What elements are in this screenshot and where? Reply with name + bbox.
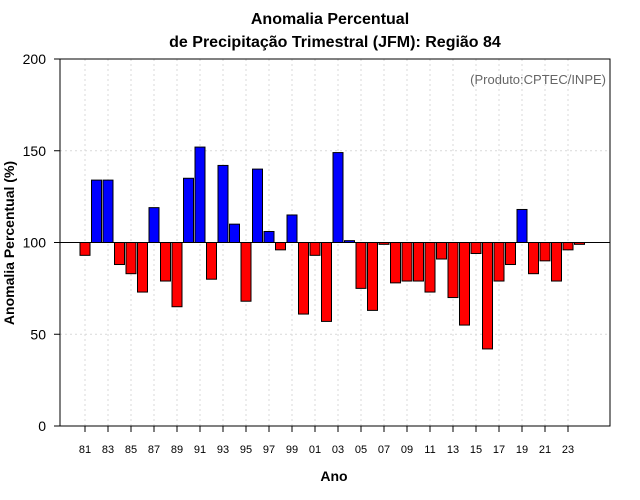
y-tick-label: 50 <box>30 326 46 342</box>
bar-03 <box>332 152 344 243</box>
x-tick-label: 85 <box>125 444 137 456</box>
credit-label: (Produto:CPTEC/INPE) <box>470 72 606 87</box>
bar-83 <box>102 179 114 243</box>
bar-97 <box>263 230 275 244</box>
bar-88 <box>160 242 171 282</box>
axes: 0 50 100 150 200 81 83 85 87 89 91 93 95 97 99 01 03 05 07… <box>23 51 611 456</box>
grid <box>60 59 610 426</box>
x-tick-label: 23 <box>562 444 574 456</box>
bar-18 <box>505 242 516 266</box>
bar-22 <box>551 242 562 282</box>
bar-87 <box>148 207 160 243</box>
x-tick-label: 19 <box>516 444 528 456</box>
bar-02 <box>321 242 332 322</box>
bar-85 <box>125 242 137 275</box>
bars <box>79 146 585 350</box>
bar-81 <box>79 242 91 256</box>
chart-title-line2: de Precipitação Trimestral (JFM): Região… <box>169 34 501 51</box>
x-tick-label: 21 <box>539 444 551 456</box>
x-tick-label: 97 <box>263 444 275 456</box>
x-tick-label: 05 <box>355 444 367 456</box>
bar-98 <box>275 242 286 251</box>
bar-89 <box>171 242 183 308</box>
x-tick-label: 13 <box>447 444 459 456</box>
bar-17 <box>493 242 505 282</box>
bar-99 <box>286 214 298 243</box>
x-tick-label: 89 <box>171 444 183 456</box>
x-tick-label: 01 <box>309 444 321 456</box>
bar-14 <box>459 242 470 326</box>
bar-20 <box>528 242 539 275</box>
x-tick-label: 17 <box>493 444 505 456</box>
bar-91 <box>194 146 206 243</box>
bar-21 <box>539 242 551 262</box>
x-tick-label: 83 <box>102 444 114 456</box>
x-tick-label: 93 <box>217 444 229 456</box>
bar-11 <box>424 242 436 293</box>
x-tick-label: 15 <box>470 444 482 456</box>
bar-00 <box>298 242 309 315</box>
x-tick-label: 87 <box>148 444 160 456</box>
x-axis-label: Ano <box>320 468 347 484</box>
bar-84 <box>114 242 125 266</box>
bar-92 <box>206 242 217 280</box>
bar-96 <box>252 168 263 244</box>
x-tick-label: 11 <box>424 444 435 456</box>
y-axis-label: Anomalia Percentual (%) <box>1 161 17 325</box>
bar-82 <box>91 179 102 243</box>
x-tick-label: 81 <box>79 444 91 456</box>
y-tick-label: 100 <box>23 235 47 251</box>
x-tick-label: 03 <box>332 444 344 456</box>
y-tick-label: 150 <box>23 143 47 159</box>
bar-23 <box>562 242 574 251</box>
bar-16 <box>482 242 493 350</box>
y-tick-label: 200 <box>23 51 47 67</box>
bar-12 <box>436 242 447 260</box>
bar-06 <box>367 242 378 311</box>
x-tick-label: 91 <box>194 444 206 456</box>
bar-86 <box>137 242 148 293</box>
x-tick-label: 99 <box>286 444 298 456</box>
bar-13 <box>447 242 459 299</box>
bar-95 <box>240 242 252 302</box>
bar-05 <box>355 242 367 289</box>
bar-08 <box>390 242 401 284</box>
bar-10 <box>413 242 424 282</box>
chart-title-line1: Anomalia Percentual <box>251 11 409 28</box>
bar-90 <box>183 177 194 244</box>
x-tick-label: 95 <box>240 444 252 456</box>
bar-94 <box>229 223 240 243</box>
y-tick-label: 0 <box>38 418 46 434</box>
bar-01 <box>309 242 321 256</box>
bar-15 <box>470 242 482 255</box>
bar-93 <box>217 164 229 243</box>
x-tick-label: 09 <box>401 444 413 456</box>
bar-09 <box>401 242 413 282</box>
bar-19 <box>516 208 528 243</box>
x-tick-label: 07 <box>378 444 390 456</box>
